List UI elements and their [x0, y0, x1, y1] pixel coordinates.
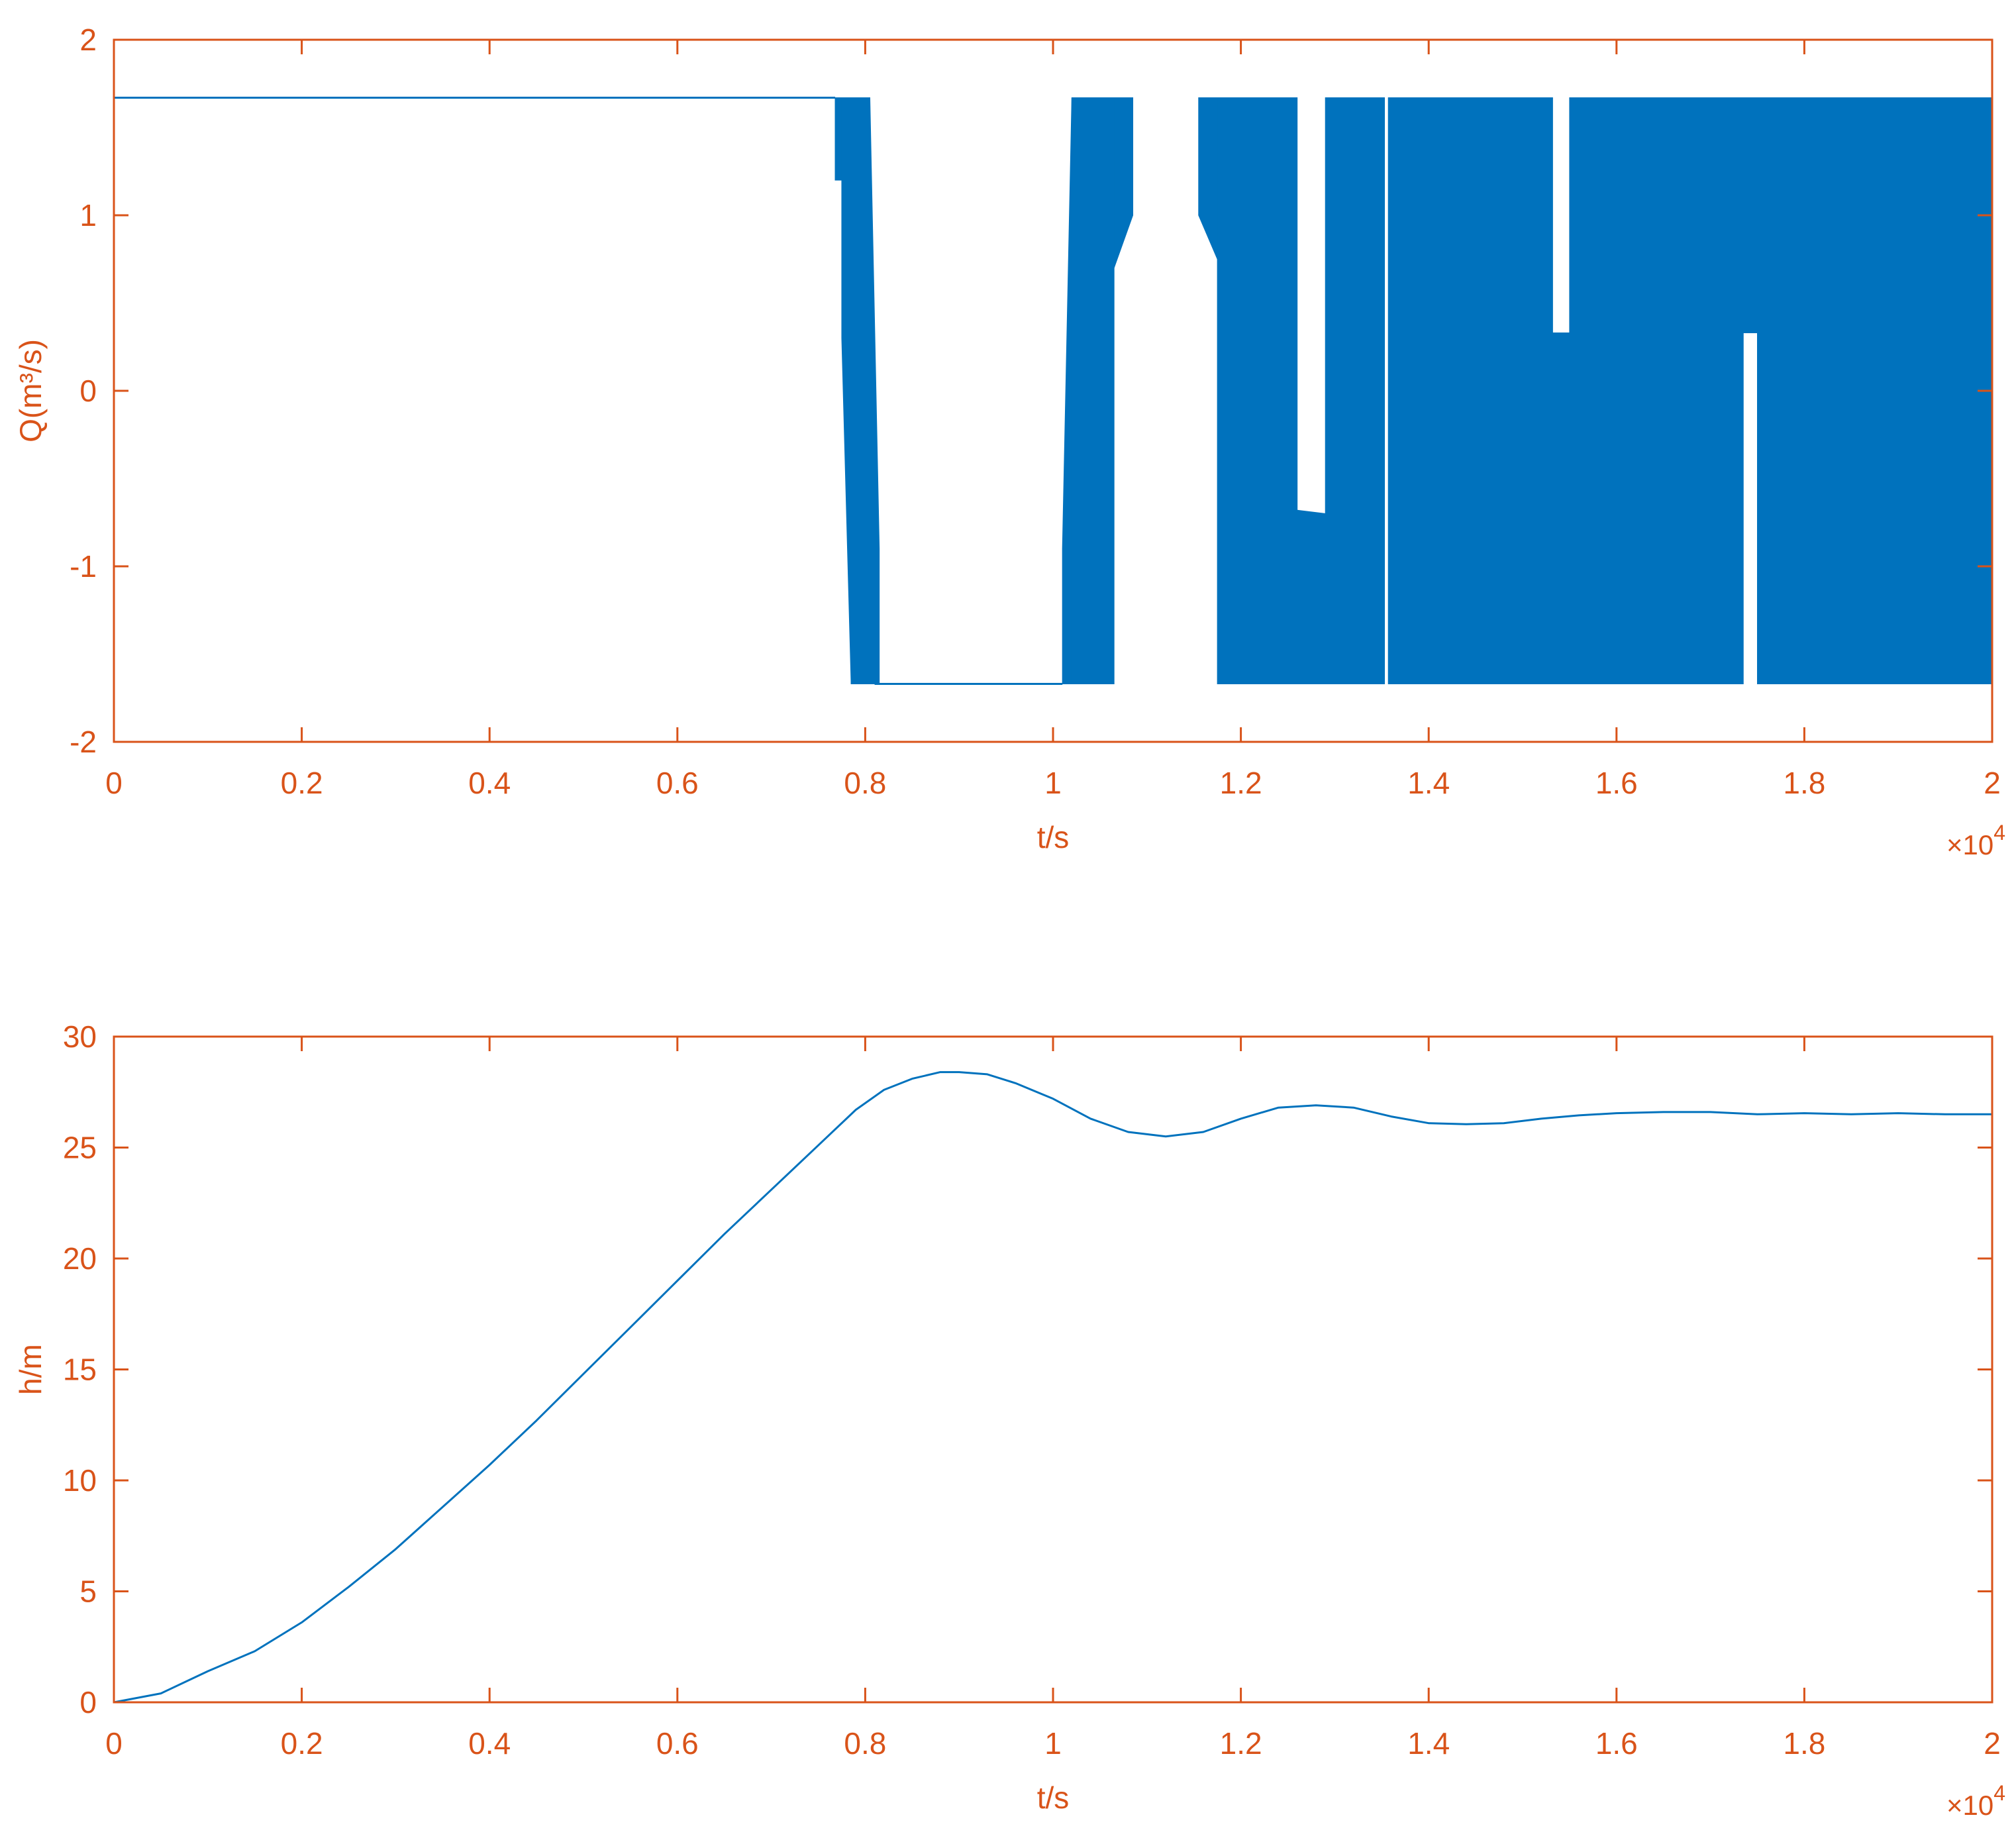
water-level-y-tick-label: 30 [63, 1019, 97, 1054]
flow-rate-y-tick-label: -1 [70, 549, 97, 584]
flow-rate-oscillation-band [1387, 97, 1553, 685]
flow-rate-x-tick-label: 1.2 [1220, 766, 1262, 800]
flow-rate-oscillation-band [1569, 97, 1744, 685]
flow-rate-oscillation-band [869, 97, 880, 685]
flow-rate-oscillation-band [850, 97, 870, 685]
water-level-y-tick-label: 5 [79, 1574, 97, 1609]
flow-rate-x-tick-label: 0.2 [281, 766, 323, 800]
water-level-x-axis-label: t/s [1037, 1780, 1070, 1815]
flow-rate-oscillation-band [1742, 97, 1758, 334]
flow-rate-y-tick-label: 2 [79, 23, 97, 57]
flow-rate-x-tick-label: 0 [105, 766, 123, 800]
flow-rate-y-axis-label: Q(m³/s) [13, 339, 48, 442]
flow-rate-oscillation-band [834, 97, 842, 181]
water-level-x-tick-label: 0.2 [281, 1726, 323, 1761]
flow-rate-chart: 0 0.2 0.4 0.6 0.8 1 1.2 1.4 1.6 1.8 2 -2 -1 0 1 2 Q(m³/… [13, 23, 2005, 860]
water-level-x-tick-label: 0.4 [468, 1726, 511, 1761]
water-level-y-tick-label: 10 [63, 1463, 97, 1498]
water-level-y-tick-label: 20 [63, 1241, 97, 1276]
flow-rate-oscillation-band [1217, 97, 1298, 685]
water-level-y-axis-label: h/m [13, 1344, 48, 1395]
flow-rate-oscillation-band [1071, 97, 1115, 685]
water-level-x-exponent-power: 4 [1993, 1781, 2005, 1805]
water-level-x-tick-label: 0.8 [844, 1726, 886, 1761]
flow-rate-x-tick-label: 1.6 [1595, 766, 1638, 800]
water-level-x-tick-label: 1 [1044, 1726, 1062, 1761]
flow-rate-y-tick-label: 0 [79, 374, 97, 408]
water-level-x-tick-label: 2 [1984, 1726, 2001, 1761]
flow-rate-oscillation-band [1113, 97, 1134, 268]
water-level-x-tick-label: 1.8 [1783, 1726, 1825, 1761]
flow-rate-x-tick-label: 0.6 [656, 766, 699, 800]
water-level-x-tick-label: 1.2 [1220, 1726, 1262, 1761]
flow-rate-data [114, 96, 1993, 686]
flow-rate-y-tick-label: 1 [79, 198, 97, 232]
flow-rate-oscillation-band [1325, 97, 1386, 685]
water-level-data [113, 1071, 1992, 1704]
flow-rate-x-exponent: ×104 [1946, 821, 2005, 860]
flow-rate-x-tick-label: 1.8 [1783, 766, 1825, 800]
water-level-x-tick-label: 1.4 [1407, 1726, 1450, 1761]
flow-rate-oscillation-band [1297, 509, 1326, 685]
water-level-x-exponent-base: ×10 [1946, 1790, 1993, 1821]
flow-rate-x-tick-label: 2 [1984, 766, 2001, 800]
water-level-x-tick-label: 1.6 [1595, 1726, 1638, 1761]
water-level-x-tick-label: 0 [105, 1726, 123, 1761]
flow-rate-x-exponent-power: 4 [1993, 821, 2005, 845]
water-level-y-tick-label: 15 [63, 1353, 97, 1387]
water-level-x-tick-label: 0.6 [656, 1726, 699, 1761]
water-level-x-exponent: ×104 [1946, 1781, 2005, 1821]
flow-rate-x-axis-label: t/s [1037, 820, 1070, 854]
flow-rate-x-exponent-base: ×10 [1946, 829, 1993, 860]
flow-rate-x-tick-label: 1.4 [1407, 766, 1450, 800]
flow-rate-x-tick-label: 1 [1044, 766, 1062, 800]
water-level-y-tick-label: 0 [79, 1685, 97, 1720]
water-level-chart: 0 0.2 0.4 0.6 0.8 1 1.2 1.4 1.6 1.8 2051015202530 … [13, 1019, 2005, 1821]
flow-rate-x-tick-label: 0.4 [468, 766, 511, 800]
flow-rate-axes: 0 0.2 0.4 0.6 0.8 1 1.2 1.4 1.6 1.8 2 -2 -1 0 1 2 [70, 23, 2001, 800]
flow-rate-oscillation-band [1757, 97, 1993, 685]
water-level-series-line [113, 1071, 1992, 1704]
water-level-y-tick-label: 25 [63, 1131, 97, 1165]
flow-rate-y-tick-label: -2 [70, 725, 97, 759]
flow-rate-x-tick-label: 0.8 [844, 766, 886, 800]
flow-rate-oscillation-band [1552, 333, 1570, 685]
